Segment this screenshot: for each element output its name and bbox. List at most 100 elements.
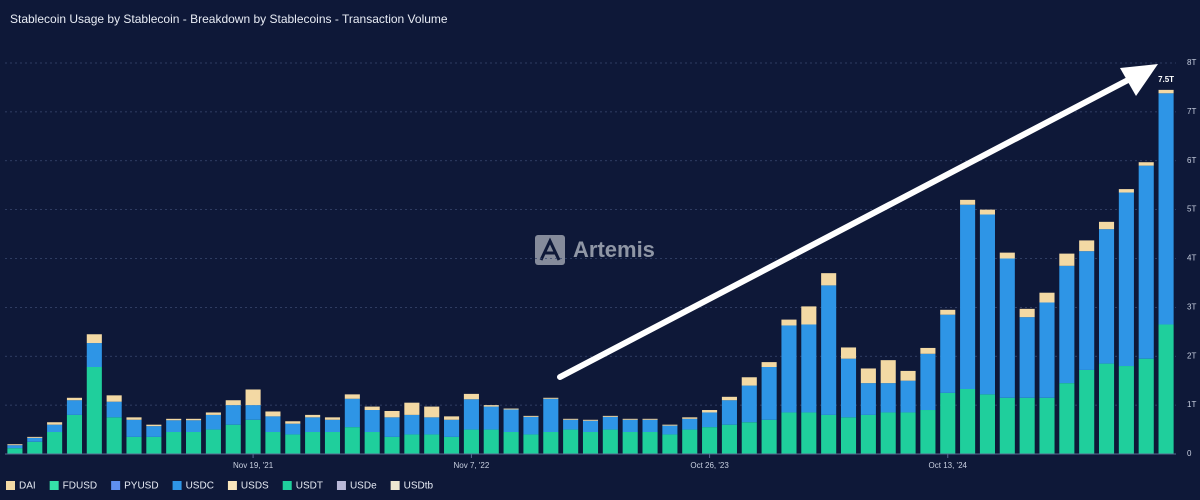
y-tick-label: 8T	[1187, 58, 1196, 67]
bar-segment	[285, 423, 301, 435]
legend-swatch	[282, 481, 292, 490]
chart-title: Stablecoin Usage by Stablecoin - Breakdo…	[10, 12, 448, 26]
bar-segment	[463, 393, 479, 400]
bar-segment	[1039, 292, 1055, 303]
bar-segment	[1118, 192, 1134, 367]
bar-segment	[384, 417, 400, 437]
bar-segment	[702, 427, 718, 454]
bar-segment	[821, 285, 837, 415]
bar-segment	[622, 418, 638, 420]
legend-swatch	[227, 481, 237, 490]
bar-segment	[702, 410, 718, 413]
bar-segment	[245, 389, 261, 406]
bar-segment	[543, 397, 559, 399]
bar-segment	[27, 441, 43, 454]
bar-segment	[662, 424, 678, 426]
bar-segment	[1079, 251, 1095, 370]
bar-segment	[543, 398, 559, 433]
y-tick-label: 4T	[1187, 254, 1196, 263]
bar-segment	[285, 421, 301, 424]
bar-segment	[920, 410, 936, 454]
bar-segment	[126, 436, 142, 454]
bar-segment	[523, 416, 539, 435]
bar-segment	[126, 417, 142, 420]
bar-segment	[960, 199, 976, 205]
bar-segment	[483, 406, 499, 430]
legend-label: USDS	[241, 481, 269, 492]
bar-segment	[225, 424, 241, 454]
bar-segment	[662, 425, 678, 435]
bar-segment	[682, 429, 698, 454]
bar-segment	[47, 422, 63, 425]
bar-segment	[682, 418, 698, 430]
bar-segment	[1098, 229, 1115, 364]
bar-segment	[1158, 93, 1174, 325]
bar-segment	[900, 412, 916, 454]
bar-segment	[880, 412, 896, 454]
legend: DAI FDUSD PYUSD USDC USDS USDT USDe USDtb	[6, 481, 434, 492]
bar-segment	[821, 273, 837, 286]
bar-segment	[840, 417, 857, 454]
bar-segment	[27, 437, 43, 442]
bar-segment	[66, 397, 83, 401]
bar-segment	[126, 419, 142, 437]
bar-segment	[106, 401, 122, 418]
bar-segment	[444, 419, 460, 437]
bar-segment	[225, 405, 241, 425]
bar-segment	[245, 419, 261, 454]
bar-segment	[979, 209, 995, 215]
bar-segment	[801, 306, 817, 325]
bar-segment	[622, 432, 638, 454]
bar-segment	[821, 414, 837, 454]
y-tick-label: 2T	[1187, 351, 1196, 360]
bar-segment	[801, 324, 817, 413]
legend-swatch	[6, 481, 15, 490]
bar-segment	[801, 412, 817, 454]
bar-segment	[324, 417, 341, 420]
bar-segment	[1019, 397, 1035, 454]
trend-arrow	[557, 64, 1158, 380]
bar-segment	[463, 399, 479, 430]
bar-segment	[166, 420, 182, 433]
bar-segment	[741, 377, 757, 386]
bar-segment	[979, 394, 995, 454]
legend-swatch	[390, 481, 400, 490]
bar-segment	[424, 434, 440, 454]
bar-segment	[1059, 265, 1075, 384]
bar-segment	[404, 414, 420, 435]
y-tick-label: 1T	[1187, 400, 1196, 409]
bar-segment	[840, 347, 857, 359]
bar-segment	[721, 424, 737, 454]
bar-segment	[940, 309, 956, 315]
legend-label: USDtb	[404, 481, 434, 492]
bar-segment	[1138, 358, 1154, 454]
y-tick-label: 5T	[1187, 205, 1196, 214]
bar-segment	[483, 429, 499, 454]
bar-segment	[1059, 383, 1075, 454]
bar-segment	[86, 343, 102, 368]
bar-segment	[1138, 162, 1154, 166]
bar-segment	[1019, 308, 1035, 318]
bar-segment	[999, 258, 1015, 398]
bar-segment	[106, 417, 122, 454]
bar-segment	[582, 432, 599, 454]
bar-segment	[602, 416, 618, 430]
bar-segment	[920, 353, 936, 411]
bar-segment	[781, 325, 797, 413]
bar-segment	[384, 436, 400, 454]
bar-segment	[642, 418, 658, 420]
bar-segment	[1158, 324, 1174, 454]
watermark: Artemis	[535, 235, 655, 265]
bar-segment	[1098, 221, 1115, 230]
bar-segment	[1158, 89, 1174, 94]
bar-segment	[602, 415, 618, 417]
bar-segment	[741, 422, 757, 454]
bar-segment	[563, 429, 579, 454]
bar-segment	[563, 418, 579, 420]
bar-segment	[146, 424, 162, 427]
bar-segment	[265, 432, 281, 454]
bar-segment	[166, 418, 182, 421]
bar-segment	[1019, 317, 1035, 398]
